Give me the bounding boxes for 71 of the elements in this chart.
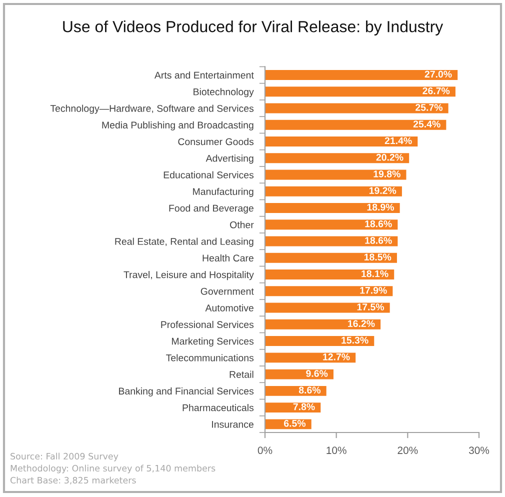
- bar: [265, 70, 458, 80]
- y-tick-label: Food and Beverage: [169, 204, 254, 214]
- bar: [265, 220, 398, 230]
- data-label: 17.9%: [360, 286, 387, 294]
- data-label: 25.7%: [416, 104, 443, 111]
- y-tick-label: Arts and Entertainment: [154, 71, 254, 79]
- y-tick-label: Advertising: [206, 154, 254, 164]
- bar: [265, 352, 356, 363]
- data-label: 21.4%: [384, 137, 412, 144]
- bar: [265, 170, 406, 180]
- y-tick-label: Telecommunications: [166, 354, 254, 362]
- bar: [265, 203, 400, 214]
- data-label: 7.8%: [293, 403, 315, 410]
- data-label: 17.5%: [357, 304, 384, 310]
- y-tick-label: Biotechnology: [194, 88, 254, 98]
- y-tick-label: Other: [230, 221, 254, 228]
- y-tick-label: Consumer Goods: [178, 138, 254, 146]
- bar: [265, 153, 410, 164]
- y-tick-label: Manufacturing: [193, 188, 254, 197]
- x-tick-label: 0%: [258, 446, 272, 454]
- text: Methodology: Online survey of 5,140 members: [10, 464, 216, 474]
- data-label: 18.9%: [367, 204, 394, 211]
- y-tick-label: Banking and Financial Services: [119, 387, 254, 396]
- x-tick-label: 10%: [326, 446, 346, 454]
- bar: [265, 120, 446, 130]
- data-label: 18.5%: [364, 254, 392, 261]
- bar: [265, 270, 394, 280]
- data-label: 19.8%: [374, 170, 400, 178]
- chart-title: Use of Videos Produced for Viral Release: by Industry: [63, 20, 444, 36]
- bar: [265, 86, 456, 97]
- data-label: 18.6%: [365, 220, 392, 228]
- bar: [265, 136, 418, 147]
- y-tick-label: Insurance: [212, 421, 254, 428]
- data-label: 26.7%: [422, 87, 450, 94]
- bar: [265, 369, 334, 380]
- bar: [265, 286, 393, 296]
- y-tick-label: Retail: [230, 370, 254, 378]
- y-tick-label: Health Care: [202, 254, 254, 262]
- bar: [265, 252, 397, 263]
- y-tick-label: Travel, Leisure and Hospitality: [124, 271, 254, 280]
- x-tick-label: 30%: [468, 446, 490, 454]
- y-tick-label: Media Publishing and Broadcasting: [102, 121, 254, 130]
- y-tick-label: Automotive: [205, 304, 254, 312]
- bar: [265, 236, 398, 246]
- y-tick-label: Pharmaceuticals: [182, 404, 254, 412]
- data-label: 25.4%: [413, 120, 440, 128]
- bar: [265, 186, 402, 196]
- x-tick-label: 20%: [398, 446, 418, 454]
- data-label: 27.0%: [424, 70, 452, 78]
- data-label: 12.7%: [323, 353, 350, 360]
- data-label: 20.2%: [376, 154, 404, 161]
- data-label: 18.1%: [362, 270, 388, 278]
- data-label: 19.2%: [369, 187, 396, 194]
- data-label: 16.2%: [348, 320, 375, 328]
- y-tick-label: Educational Services: [164, 171, 254, 178]
- text: Chart Base: 3,825 marketers: [10, 476, 136, 484]
- data-label: 8.6%: [298, 386, 321, 394]
- y-tick-label: Real Estate, Rental and Leasing: [115, 238, 254, 247]
- y-tick-label: Government: [200, 288, 254, 295]
- data-label: 15.3%: [342, 336, 368, 344]
- y-tick-label: Professional Services: [161, 320, 254, 328]
- bar: [265, 319, 381, 330]
- source-note: Source: Fall 2009 Survey: [10, 452, 118, 462]
- data-label: 18.6%: [365, 237, 392, 244]
- bar: [265, 336, 374, 346]
- y-tick-label: Technology—Hardware, Software and Services: [50, 104, 254, 114]
- data-label: 9.6%: [306, 370, 328, 377]
- bar: [265, 103, 448, 114]
- bar: [265, 302, 390, 313]
- y-tick-label: Marketing Services: [172, 338, 254, 347]
- data-label: 6.5%: [284, 420, 306, 427]
